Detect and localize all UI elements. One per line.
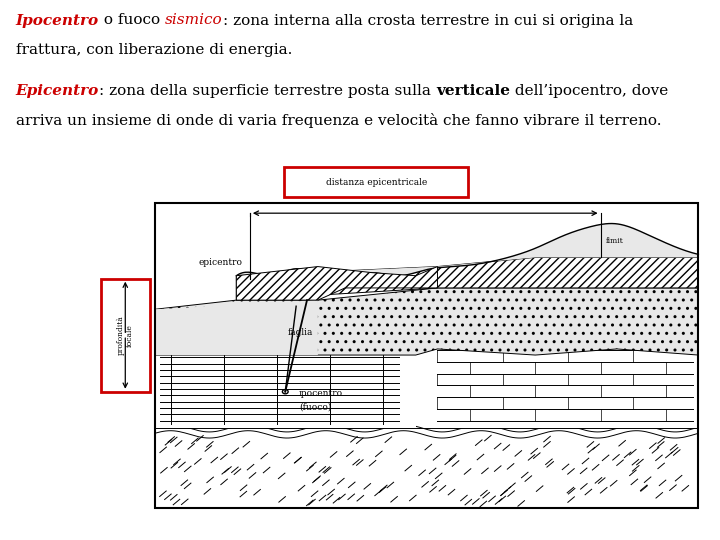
Text: distanza epicentricale: distanza epicentricale [325,178,427,187]
Polygon shape [236,224,698,276]
Polygon shape [155,288,698,355]
Text: verticale: verticale [436,84,510,98]
Text: dell’ipocentro, dove: dell’ipocentro, dove [510,84,668,98]
Polygon shape [438,335,698,428]
Text: Ipocentro: Ipocentro [16,14,99,28]
Polygon shape [155,300,318,355]
Text: o fuoco: o fuoco [99,14,165,28]
Bar [155,202,698,508]
Text: (fuoco): (fuoco) [299,402,331,411]
Text: sismico: sismico [165,14,222,28]
Text: fimit: fimit [606,237,624,245]
Polygon shape [155,202,698,508]
Text: faglia: faglia [288,328,313,336]
Polygon shape [155,335,415,428]
Text: Epicentro: Epicentro [16,84,99,98]
Text: profondità
focale: profondità focale [117,315,134,355]
Text: frattura, con liberazione di energia.: frattura, con liberazione di energia. [16,43,292,57]
Polygon shape [236,258,698,300]
Bar [284,167,468,197]
Polygon shape [236,267,438,300]
Text: arriva un insieme di onde di varia frequenza e velocità che fanno vibrare il ter: arriva un insieme di onde di varia frequ… [16,113,662,129]
Text: ipocentro: ipocentro [299,389,343,397]
Polygon shape [155,428,698,508]
Text: epicentro: epicentro [198,258,243,267]
Text: : zona della superficie terrestre posta sulla: : zona della superficie terrestre posta … [99,84,436,98]
Text: : zona interna alla crosta terrestre in cui si origina la: : zona interna alla crosta terrestre in … [222,14,633,28]
Bar [101,279,150,392]
